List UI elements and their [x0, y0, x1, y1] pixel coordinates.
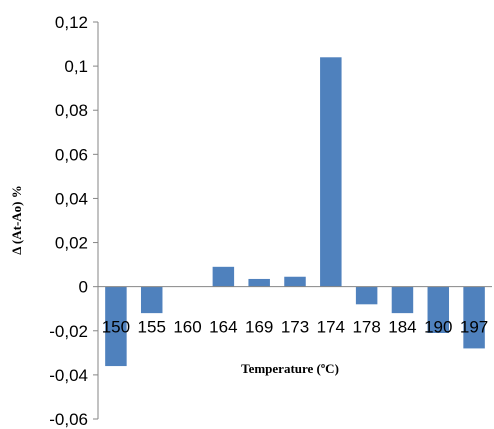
x-tick-label: 160 [173, 318, 201, 337]
bar-190 [427, 286, 450, 333]
bar-184 [391, 286, 414, 314]
y-tick-label: -0,04 [49, 366, 88, 385]
bar-169 [248, 278, 270, 287]
y-tick-label: 0,1 [64, 57, 88, 76]
x-tick-label: 184 [388, 318, 416, 337]
y-tick-label: 0,04 [55, 189, 88, 208]
x-tick-label: 190 [424, 318, 452, 337]
bar-164 [212, 266, 235, 287]
y-axis-label: Δ (At-Ao) % [9, 185, 24, 255]
bars [105, 57, 485, 367]
y-tick-label: 0,12 [55, 13, 88, 32]
x-axis-label: Temperature (ºC) [241, 361, 339, 376]
y-tick-label: 0,02 [55, 234, 88, 253]
bar-173 [284, 276, 306, 287]
y-tick-label: -0,06 [49, 410, 88, 429]
bar-155 [140, 286, 163, 314]
y-tick-label: -0,02 [49, 322, 88, 341]
y-tick-label: 0 [79, 278, 88, 297]
x-tick-label: 173 [281, 318, 309, 337]
bar-150 [105, 286, 127, 367]
y-axis-ticks: 0,12 0,1 0,08 0,06 0,04 0,02 0 -0,02 -0,04 -0,06 [49, 13, 98, 429]
x-tick-label: 150 [102, 318, 130, 337]
bar-178 [355, 286, 378, 305]
x-tick-label: 155 [138, 318, 166, 337]
y-tick-label: 0,08 [55, 101, 88, 120]
x-tick-label: 169 [245, 318, 273, 337]
x-tick-label: 178 [352, 318, 380, 337]
x-tick-label: 197 [460, 318, 488, 337]
y-tick-label: 0,06 [55, 145, 88, 164]
bar-174 [320, 57, 342, 287]
x-tick-label: 164 [209, 318, 237, 337]
bar-197 [463, 286, 485, 349]
x-tick-label: 174 [317, 318, 345, 337]
x-axis-ticks: 150 155 160 164 169 173 174 178 184 190 197 [102, 318, 489, 337]
